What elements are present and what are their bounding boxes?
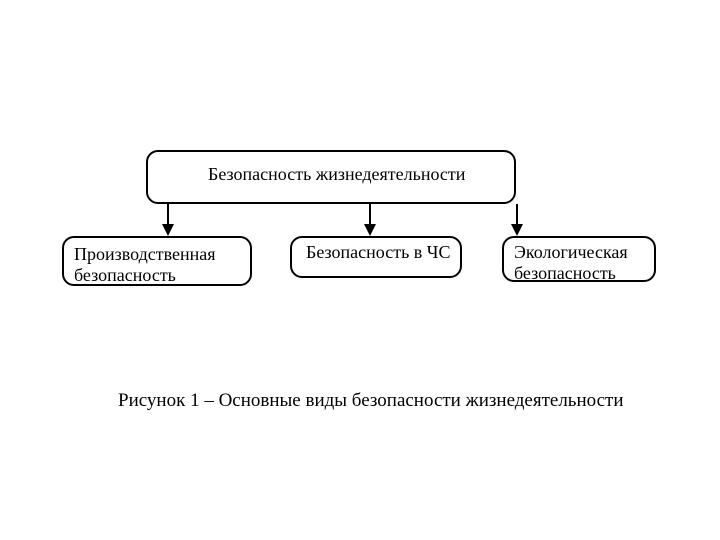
node-root: Безопасность жизнедеятельности xyxy=(146,150,516,204)
figure-caption: Рисунок 1 – Основные виды безопасности ж… xyxy=(118,390,624,412)
node-child1: Производственная безопасность xyxy=(62,236,252,286)
node-child3: Экологическая безопасность xyxy=(502,236,656,282)
edge-1-arrowhead-icon xyxy=(162,224,174,236)
diagram-canvas: Безопасность жизнедеятельности Производс… xyxy=(0,0,720,540)
edge-3-line xyxy=(516,204,518,224)
edge-3-arrowhead-icon xyxy=(511,224,523,236)
node-child2: Безопасность в ЧС xyxy=(290,236,462,278)
edge-2-line xyxy=(369,204,371,224)
edge-1-line xyxy=(167,204,169,224)
node-child3-label: Экологическая безопасность xyxy=(514,242,654,283)
node-root-label: Безопасность жизнедеятельности xyxy=(208,164,514,185)
node-child2-label: Безопасность в ЧС xyxy=(306,242,460,263)
edge-2-arrowhead-icon xyxy=(364,224,376,236)
node-child1-label: Производственная безопасность xyxy=(74,244,250,285)
